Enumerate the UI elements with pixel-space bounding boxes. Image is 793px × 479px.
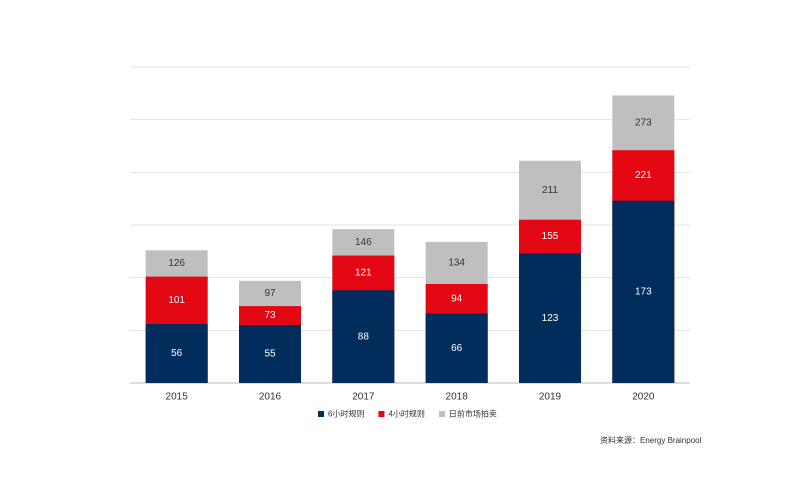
- data-label: 155: [542, 231, 559, 242]
- data-label: 173: [635, 287, 652, 298]
- legend-label: 4小时规则: [388, 409, 424, 419]
- x-tick-label: 2015: [166, 392, 189, 403]
- data-label: 126: [168, 258, 185, 269]
- legend-swatch: [438, 411, 445, 417]
- data-label: 211: [542, 185, 558, 196]
- bar: [612, 200, 675, 383]
- data-label: 121: [355, 268, 372, 279]
- bar: [145, 324, 208, 383]
- bar: [425, 313, 488, 383]
- data-label: 55: [264, 349, 276, 360]
- data-label: 273: [635, 117, 652, 128]
- bar: [239, 325, 301, 383]
- legend-label: 日前市场拍卖: [449, 409, 497, 419]
- bar: [519, 253, 581, 383]
- data-label: 97: [264, 288, 276, 299]
- data-label: 101: [168, 295, 185, 306]
- x-tick-label: 2018: [446, 392, 469, 403]
- data-label: 123: [542, 313, 559, 324]
- x-tick-label: 2017: [352, 392, 375, 403]
- x-tick-label: 2019: [539, 392, 562, 403]
- data-label: 134: [448, 258, 465, 269]
- data-label: 146: [355, 237, 372, 248]
- x-tick-label: 2020: [632, 392, 655, 403]
- data-label: 56: [171, 348, 183, 359]
- source-note: 资料来源：Energy Brainpool: [600, 435, 702, 445]
- data-label: 73: [264, 310, 276, 321]
- legend-swatch: [318, 411, 324, 417]
- data-label: 66: [451, 343, 463, 354]
- bar: [332, 290, 395, 383]
- x-tick-label: 2016: [259, 392, 282, 403]
- data-label: 94: [451, 293, 463, 304]
- data-label: 88: [358, 331, 370, 342]
- legend-label: 6小时规则: [328, 409, 364, 419]
- data-label: 221: [635, 170, 652, 181]
- legend-swatch: [378, 411, 385, 417]
